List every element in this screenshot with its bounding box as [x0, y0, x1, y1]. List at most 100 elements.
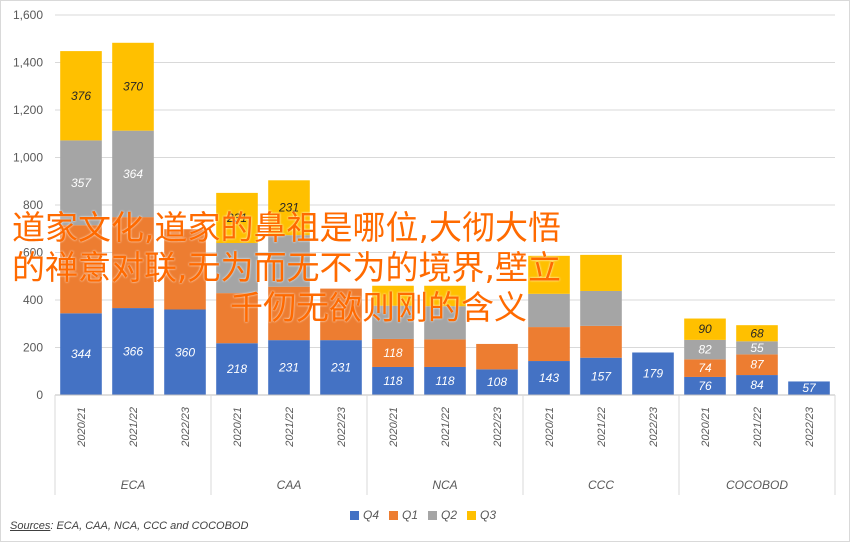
data-label: 360	[175, 345, 195, 359]
legend-item-q1: Q1	[389, 508, 418, 522]
data-label: 157	[591, 369, 612, 383]
data-label: 231	[278, 361, 299, 375]
bar-segment-q1	[216, 293, 258, 344]
legend-label: Q1	[402, 508, 419, 522]
x-category-label: 2020/21	[76, 407, 88, 448]
x-category-label: 2022/23	[492, 406, 504, 448]
data-label: 231	[330, 361, 351, 375]
x-category-label: 2022/23	[648, 406, 660, 448]
data-label: 57	[802, 381, 817, 395]
bar-segment-q4	[580, 357, 622, 395]
bar-segment-q1	[60, 225, 102, 314]
bar-segment-q2	[580, 290, 622, 326]
x-category-label: 2020/21	[388, 407, 400, 448]
data-label: 218	[226, 362, 247, 376]
x-category-label: 2020/21	[232, 407, 244, 448]
data-label: 366	[123, 345, 143, 359]
bar-segment-q1	[372, 338, 414, 367]
bar-segment-q4	[60, 313, 102, 395]
overlay-line-3: 千仞无欲则刚的含义	[230, 288, 527, 327]
x-axis: 2020/21 2021/22 2022/23 2020/21 2021/22 2022/…	[54, 394, 836, 495]
y-tick-label: 0	[36, 388, 43, 402]
bar-segment-q4	[216, 343, 258, 395]
bar-segment-q1	[580, 325, 622, 358]
bar-segment-q3	[112, 42, 154, 131]
bar-segment-q4	[164, 309, 206, 395]
data-labels: 344 357 376 366 364 370 360 218 231 231 231 231 118 1…	[71, 80, 817, 396]
bar-segment-q2	[424, 306, 466, 340]
data-label: 68	[750, 326, 764, 340]
data-label: 143	[539, 371, 559, 385]
y-tick-label: 1,200	[13, 103, 43, 117]
bar-segment-q1	[424, 339, 466, 367]
x-category-label: 2021/22	[596, 407, 608, 448]
x-category-label: 2021/22	[128, 407, 140, 448]
bar-segment-q4	[112, 308, 154, 395]
x-group-label: COCOBOD	[726, 478, 788, 492]
y-tick-label: 1,600	[13, 8, 43, 22]
data-label: 55	[750, 341, 764, 355]
x-group-label: ECA	[121, 478, 146, 492]
legend-swatch	[467, 510, 477, 520]
data-label: 108	[487, 375, 507, 389]
bar-segment-q3	[528, 255, 570, 294]
bar-segment-q3	[60, 51, 102, 141]
data-label: 87	[750, 358, 765, 372]
bar-segment-q4	[528, 361, 570, 395]
data-label: 82	[698, 343, 712, 357]
overlay-line-2: 的禅意对联,无为而无不为的境界,壁立	[12, 248, 561, 287]
x-category-label: 2021/22	[752, 407, 764, 448]
bar-segment-q1	[320, 288, 362, 341]
data-label: 90	[698, 322, 712, 336]
bar-segment-q3	[372, 285, 414, 306]
bar-segment-q2	[528, 293, 570, 328]
bar-segment-q1	[268, 286, 310, 341]
data-label: 364	[123, 167, 143, 181]
overlay-watermark-text: 道家文化,道家的鼻祖是哪位,大彻大悟 的禅意对联,无为而无不为的境界,壁立 千仞…	[12, 208, 802, 328]
bar-segment-q4	[736, 375, 778, 395]
data-label: 231	[226, 211, 247, 225]
bar-segment-q4	[372, 366, 414, 395]
bar-segment-q2	[112, 130, 154, 218]
x-category-label: 2020/21	[544, 407, 556, 448]
bar-segment-q3	[580, 254, 622, 291]
legend-label: Q3	[480, 508, 497, 522]
bar-segment-q1	[684, 359, 726, 377]
source-key: Sources	[10, 520, 51, 532]
data-label: 231	[278, 201, 299, 215]
bar-segment-q1	[528, 327, 570, 362]
bar-segment-q2	[60, 140, 102, 226]
bar-segment-q3	[268, 180, 310, 236]
data-label: 74	[698, 361, 712, 375]
y-tick-label: 600	[23, 246, 43, 260]
bar-segment-q4	[632, 352, 674, 395]
y-tick-label: 1,400	[13, 56, 43, 70]
bar-segment-q3	[684, 318, 726, 340]
legend-item-q2: Q2	[428, 508, 457, 522]
legend-label: Q2	[441, 508, 458, 522]
bar-segment-q1	[736, 354, 778, 376]
bar-segment-q4	[424, 366, 466, 395]
overlay-line-1: 道家文化,道家的鼻祖是哪位,大彻大悟	[12, 208, 561, 247]
data-label: 118	[383, 374, 402, 388]
source-note: Sources: ECA, CAA, NCA, CCC and COCOBOD	[10, 520, 248, 532]
data-label: 84	[750, 378, 764, 392]
data-label: 76	[698, 379, 712, 393]
legend: Q4 Q1 Q2 Q3	[350, 508, 496, 522]
bar-segment-q4	[788, 381, 830, 395]
y-tick-label: 200	[23, 341, 43, 355]
data-label: 357	[71, 176, 92, 190]
x-group-label: NCA	[432, 478, 457, 492]
bar-segment-q2	[684, 339, 726, 360]
legend-item-q4: Q4	[350, 508, 379, 522]
bar-segment-q1	[476, 343, 518, 370]
bar-segment-q2	[216, 243, 258, 294]
x-category-label: 2021/22	[284, 407, 296, 448]
y-tick-label: 800	[23, 198, 43, 212]
bar-segment-q3	[736, 325, 778, 342]
data-label: 118	[383, 346, 402, 360]
x-category-label: 2022/23	[180, 406, 192, 448]
bar-segment-q3	[424, 285, 466, 307]
bar-segment-q1	[112, 217, 154, 309]
